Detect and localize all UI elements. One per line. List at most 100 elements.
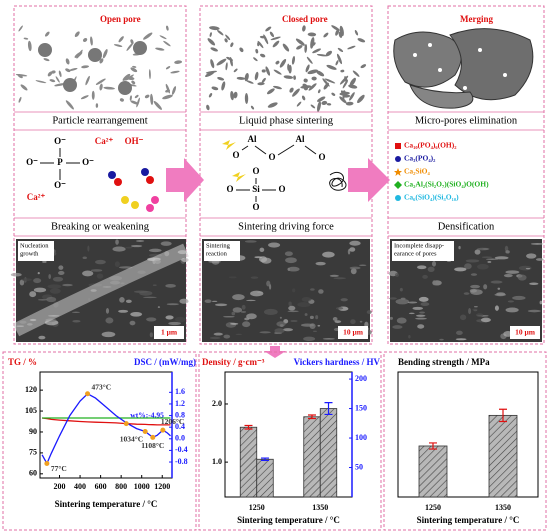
x-axis-label: Sintering temperature / °C [55,499,158,509]
particle [348,84,358,89]
sem-texture [526,253,537,259]
sem-texture [455,338,467,341]
particle-core [63,78,77,92]
sem-texture [477,263,489,270]
particle [357,94,365,104]
particle [352,70,360,77]
sem-texture [469,288,477,293]
particle [23,37,29,40]
sem-texture [139,290,153,296]
atom-label: O⁻ [82,157,94,167]
mechanism-panels: Open pore Closed pore Merging Particle r… [10,5,545,358]
sem-texture [517,274,527,281]
sem-texture [366,310,372,315]
annotation: wt%:-4.95 [130,410,164,419]
sem-texture [118,309,129,313]
sem-texture [494,293,507,297]
particle [47,71,53,77]
sem-texture [485,258,499,260]
phase-marker [395,195,401,201]
mechanism-label: Breaking or weakening [51,221,150,232]
sem-texture [396,317,407,324]
sem-texture [288,301,292,307]
annotation: 473°C [92,382,112,391]
sem-texture [322,251,335,258]
sem-texture [290,320,298,322]
particle [275,60,280,65]
sem-texture [310,288,315,291]
error-bar [261,457,270,462]
particle [289,87,294,93]
sem-texture [160,241,172,246]
data-line [42,417,171,426]
particle [136,97,140,108]
x-tick-label: 400 [74,482,86,491]
particle [225,62,228,71]
flow-arrow [166,158,204,202]
phase-label: Ca₂SiO₄ [404,167,431,176]
y2-axis-label: DSC / (mW/mg) [134,357,196,367]
phase-legend: Ca₁₀(PO₄)₆(OH)₂ Ca₃(PO₄)₂ Ca₂SiO₄ Ca₂Al₂(Si… [394,141,489,202]
sem-texture [407,301,418,304]
y2-tick-label: 1.6 [175,387,185,396]
chart-frames [2,351,547,531]
particle [260,53,266,58]
sem-texture [468,308,472,315]
particle [257,82,265,86]
sem-texture [474,249,481,255]
x-tick-label: 1250 [249,503,265,512]
sem-texture [415,317,427,320]
image-label-box [18,241,54,261]
particle [304,43,308,53]
atom-label: Si [252,184,260,194]
x-tick-label: 1350 [495,503,511,512]
particle [118,36,124,43]
sem-texture [165,315,174,320]
sem-texture [19,279,25,286]
atom-label: Al [248,134,257,144]
particle [230,91,234,101]
particle [269,31,275,38]
sem-texture [94,259,106,265]
particle [295,38,305,46]
annotation-marker [150,434,156,440]
sem-texture [359,264,367,267]
error-bar [307,414,316,420]
sem-texture [263,308,278,316]
atom-label: O [252,166,259,176]
sem-texture [37,299,48,301]
sem-texture [335,306,344,310]
sem-texture [487,261,492,263]
particle [95,103,99,108]
error-bar [244,424,253,430]
annotation: 1206°C [161,417,184,426]
image-label: growth [20,250,39,257]
particle [244,72,249,82]
particle [90,36,93,46]
particle [74,51,83,58]
sem-texture [242,321,251,328]
particle [267,102,278,108]
particle [58,70,62,78]
sem-texture [340,298,348,302]
particle [205,70,218,74]
particle [80,95,89,100]
sem-texture [29,291,37,298]
sem-texture [211,300,218,303]
particle [308,83,317,91]
particle [339,75,349,85]
pore [503,73,507,77]
particle [65,100,74,110]
particle [224,38,228,43]
particle [15,73,28,77]
sem-texture [527,309,541,313]
particle [102,49,108,59]
particle [345,101,354,106]
particle [68,67,78,71]
particle [211,86,219,91]
sem-texture [125,299,132,303]
ion-dot [146,204,154,212]
particle [27,40,32,52]
